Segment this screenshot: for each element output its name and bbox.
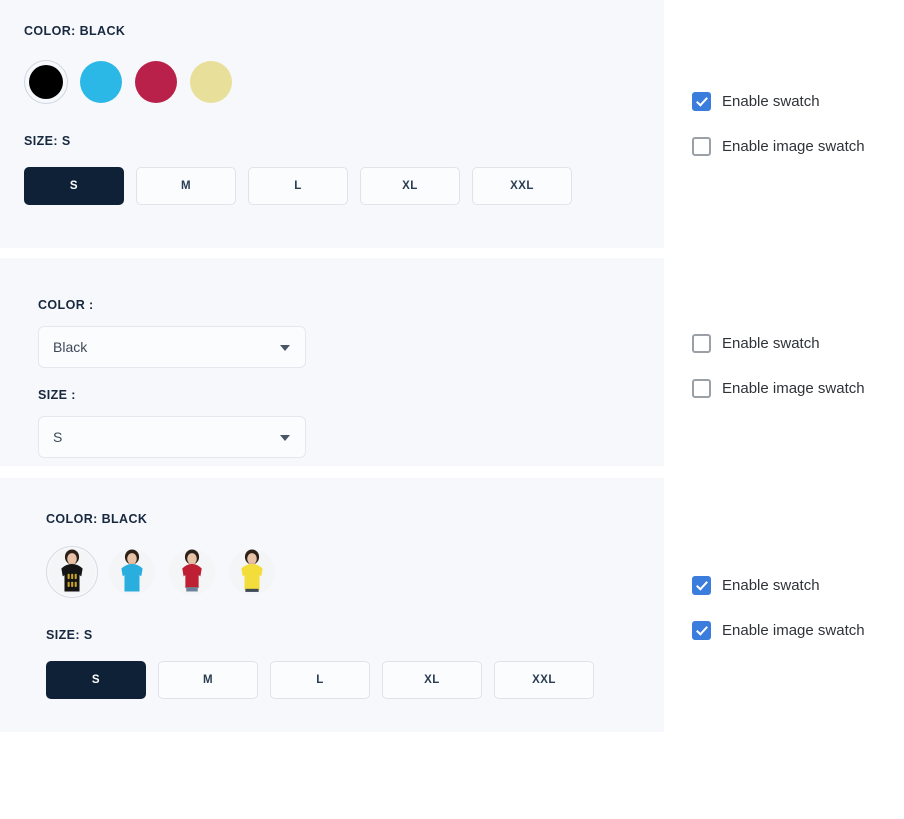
- product-options-panel-image-swatch: COLOR: BLACK: [0, 478, 664, 732]
- checkbox-indicator[interactable]: [692, 576, 711, 595]
- color-option-label: COLOR :: [38, 298, 94, 312]
- settings-group-image-swatch: Enable swatch Enable image swatch: [692, 576, 902, 666]
- color-swatch-fill: [29, 65, 63, 99]
- product-options-panel-swatch: COLOR: BLACK SIZE: S S M: [0, 0, 664, 248]
- enable-swatch-label: Enable swatch: [722, 335, 820, 352]
- size-button-m[interactable]: M: [158, 661, 258, 699]
- model-blue-shirt-icon: [109, 549, 155, 595]
- image-swatch-red[interactable]: [166, 546, 218, 598]
- checkbox-indicator[interactable]: [692, 334, 711, 353]
- enable-image-swatch-checkbox-row[interactable]: Enable image swatch: [692, 379, 902, 398]
- size-button-list: S M L XL XXL: [46, 661, 618, 699]
- image-swatch-black[interactable]: [46, 546, 98, 598]
- model-yellow-shirt-icon: [229, 549, 275, 595]
- checkbox-indicator[interactable]: [692, 137, 711, 156]
- enable-image-swatch-label: Enable image swatch: [722, 622, 865, 639]
- color-swatch-blue[interactable]: [79, 60, 123, 104]
- color-swatch-list: [24, 60, 640, 104]
- size-button-s[interactable]: S: [24, 167, 124, 205]
- image-swatch-blue[interactable]: [106, 546, 158, 598]
- size-button-xxl[interactable]: XXL: [472, 167, 572, 205]
- checkbox-indicator[interactable]: [692, 92, 711, 111]
- checkbox-indicator[interactable]: [692, 621, 711, 640]
- model-photo-thumbnail: [169, 549, 215, 595]
- chevron-down-icon: [280, 435, 290, 441]
- product-options-panel-dropdown: COLOR : Black SIZE : S: [0, 258, 664, 466]
- color-swatch-fill: [190, 61, 232, 103]
- enable-image-swatch-checkbox-row[interactable]: Enable image swatch: [692, 621, 902, 640]
- size-option-label: SIZE: S: [24, 134, 71, 148]
- size-option-label: SIZE: S: [46, 628, 93, 642]
- size-button-list: S M L XL XXL: [24, 167, 640, 205]
- settings-group-dropdown: Enable swatch Enable image swatch: [692, 334, 902, 424]
- checkbox-indicator[interactable]: [692, 379, 711, 398]
- color-select-value: Black: [53, 339, 88, 355]
- model-photo-thumbnail: [109, 549, 155, 595]
- color-swatch-fill: [135, 61, 177, 103]
- enable-swatch-label: Enable swatch: [722, 577, 820, 594]
- enable-swatch-checkbox-row[interactable]: Enable swatch: [692, 92, 902, 111]
- enable-image-swatch-checkbox-row[interactable]: Enable image swatch: [692, 137, 902, 156]
- settings-group-swatch: Enable swatch Enable image swatch: [692, 92, 902, 182]
- image-swatch-list: [46, 546, 618, 598]
- chevron-down-icon: [280, 345, 290, 351]
- enable-swatch-label: Enable swatch: [722, 93, 820, 110]
- size-button-xxl[interactable]: XXL: [494, 661, 594, 699]
- model-photo-thumbnail: [49, 549, 95, 595]
- size-button-l[interactable]: L: [248, 167, 348, 205]
- enable-image-swatch-label: Enable image swatch: [722, 380, 865, 397]
- size-option-label: SIZE :: [38, 388, 76, 402]
- color-swatch-yellow[interactable]: [189, 60, 233, 104]
- enable-swatch-checkbox-row[interactable]: Enable swatch: [692, 576, 902, 595]
- size-button-s[interactable]: S: [46, 661, 146, 699]
- color-select[interactable]: Black: [38, 326, 306, 368]
- size-button-m[interactable]: M: [136, 167, 236, 205]
- color-option-label: COLOR: BLACK: [46, 512, 148, 526]
- color-option-label: COLOR: BLACK: [24, 24, 126, 38]
- size-select-value: S: [53, 429, 63, 445]
- enable-image-swatch-label: Enable image swatch: [722, 138, 865, 155]
- size-button-l[interactable]: L: [270, 661, 370, 699]
- color-swatch-fill: [80, 61, 122, 103]
- model-black-shirt-icon: [49, 549, 95, 595]
- model-red-shirt-icon: [169, 549, 215, 595]
- image-swatch-yellow[interactable]: [226, 546, 278, 598]
- size-select[interactable]: S: [38, 416, 306, 458]
- enable-swatch-checkbox-row[interactable]: Enable swatch: [692, 334, 902, 353]
- color-swatch-red[interactable]: [134, 60, 178, 104]
- size-button-xl[interactable]: XL: [360, 167, 460, 205]
- color-swatch-black[interactable]: [24, 60, 68, 104]
- size-button-xl[interactable]: XL: [382, 661, 482, 699]
- model-photo-thumbnail: [229, 549, 275, 595]
